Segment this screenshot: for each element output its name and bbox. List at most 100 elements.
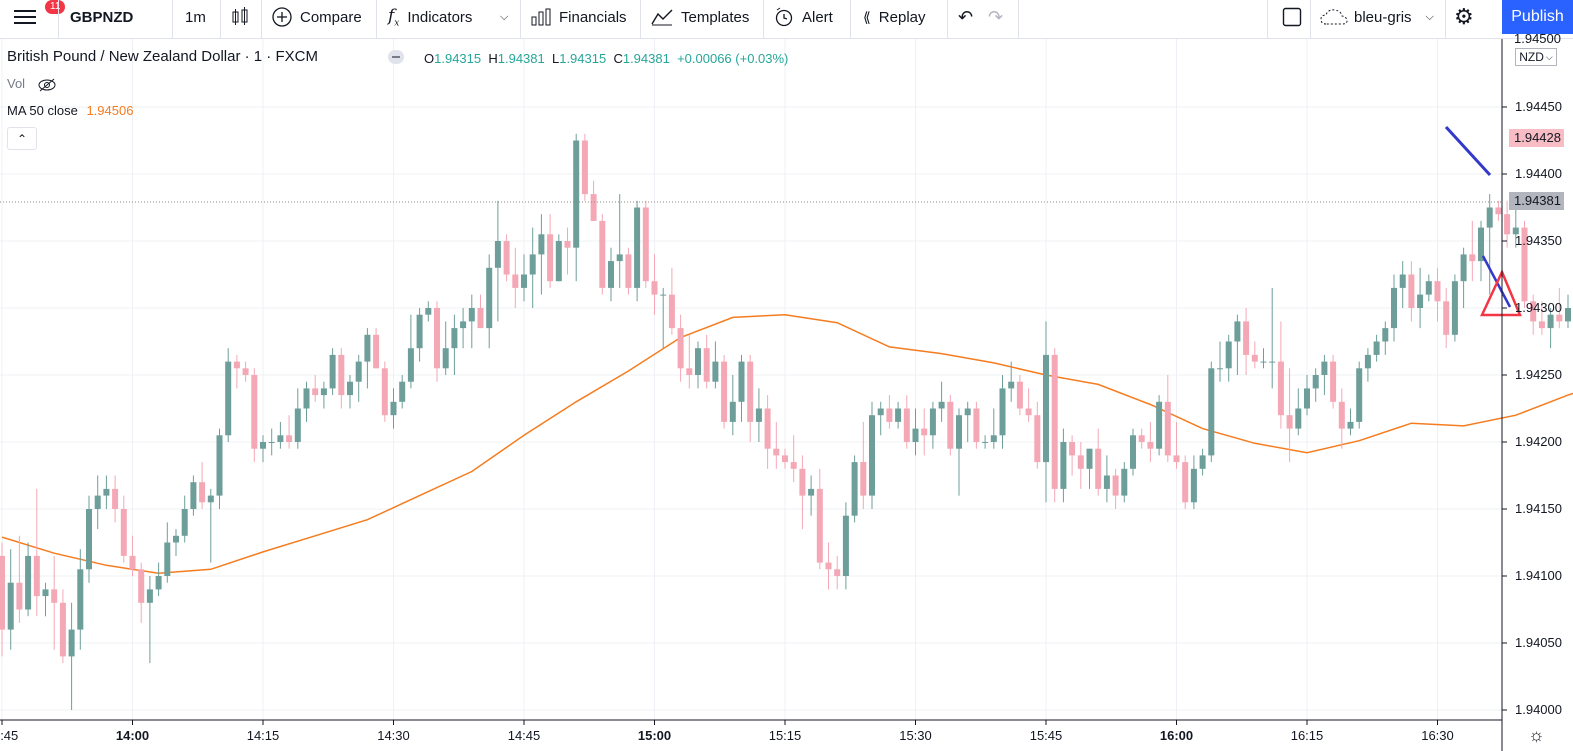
candle: [381, 361, 388, 422]
replay-label: Replay: [878, 8, 926, 26]
candle: [94, 475, 101, 530]
price-tick-label: 1.94400: [1515, 166, 1562, 181]
candle-body: [1356, 368, 1363, 422]
candle: [1121, 462, 1128, 503]
candle: [442, 321, 449, 375]
candle: [1069, 435, 1076, 476]
moving-average-layer: [1, 313, 1573, 575]
candle: [1469, 220, 1476, 282]
candle: [529, 227, 536, 308]
candle: [181, 495, 188, 543]
interval-button[interactable]: 1m: [185, 8, 206, 26]
candle: [268, 428, 275, 456]
candle: [695, 341, 701, 389]
settings-button[interactable]: ⚙: [1454, 0, 1474, 34]
currency-label: NZD: [1519, 50, 1544, 64]
candle: [1399, 261, 1406, 308]
candle-body: [764, 408, 771, 449]
candle-body: [1469, 254, 1476, 262]
candle: [1156, 395, 1163, 456]
candle-body: [799, 468, 806, 496]
candle-body: [1103, 475, 1110, 489]
compare-button[interactable]: Compare: [272, 0, 362, 34]
candle: [1382, 321, 1389, 355]
candle-body: [912, 428, 919, 442]
candle: [451, 314, 458, 375]
candle: [277, 421, 284, 449]
symbol-search-button[interactable]: GBPNZD: [70, 8, 134, 26]
candle: [651, 254, 658, 315]
candle-body: [1512, 227, 1519, 235]
candle: [486, 254, 493, 349]
candle-body: [1086, 448, 1093, 469]
gear-icon: ☼: [1528, 725, 1545, 745]
eye-hidden-icon[interactable]: [37, 76, 57, 91]
candle-body: [277, 435, 284, 442]
candle: [68, 602, 75, 710]
candle-body: [616, 254, 623, 262]
candle: [947, 395, 954, 456]
candle: [1538, 301, 1545, 335]
redo-button[interactable]: ↷: [988, 0, 1003, 34]
candle: [390, 388, 397, 429]
candle: [686, 334, 693, 389]
time-tick-label: 13:45: [0, 728, 18, 743]
chart-grid: [0, 38, 1502, 720]
candle-body: [712, 361, 719, 382]
menu-button[interactable]: 11: [14, 0, 66, 34]
candle-body: [1565, 308, 1571, 322]
candle: [1304, 375, 1310, 416]
candle-body: [599, 220, 606, 288]
candle-body: [199, 482, 206, 503]
candle-body: [825, 562, 832, 570]
fullscreen-button[interactable]: [1282, 0, 1302, 34]
candle-body: [120, 509, 127, 556]
chart-style-button[interactable]: [230, 0, 250, 34]
candle-body: [903, 408, 910, 442]
candle: [599, 214, 606, 295]
candle: [912, 408, 919, 456]
candle-body: [477, 308, 484, 329]
candle: [503, 234, 510, 282]
currency-button[interactable]: NZD ⌵: [1515, 48, 1557, 66]
candle-body: [25, 555, 32, 610]
indicators-dropdown[interactable]: ⌵: [500, 0, 508, 34]
candle-body: [538, 234, 545, 255]
candle-body: [173, 535, 179, 543]
indicators-button[interactable]: fx Indicators: [388, 0, 472, 34]
price-axis-ticks[interactable]: 1.94450 1.94400 1.94350 1.94300 1.94250 1.942…: [1502, 99, 1562, 717]
financials-button[interactable]: Financials: [531, 0, 627, 34]
triangle-drawing[interactable]: [1480, 268, 1522, 317]
candle: [712, 341, 719, 389]
chevron-up-icon: ⌃: [16, 131, 28, 146]
candle-body: [268, 442, 275, 443]
volume-legend[interactable]: Vol: [7, 76, 57, 92]
layout-button[interactable]: bleu-gris ⌵: [1320, 0, 1434, 34]
candle-body: [1225, 341, 1232, 369]
publish-button[interactable]: Publish: [1502, 0, 1573, 34]
candle-body: [860, 462, 867, 496]
price-tick-label: 1.94100: [1515, 568, 1562, 583]
candle: [729, 375, 736, 436]
candle: [782, 448, 788, 469]
alert-button[interactable]: Alert: [774, 0, 833, 34]
chart-settings-button[interactable]: ☼: [1528, 725, 1545, 746]
ma-legend[interactable]: MA 50 close 1.94506: [7, 103, 133, 118]
templates-button[interactable]: Templates: [651, 0, 749, 34]
collapse-legend-button[interactable]: ⌃: [7, 127, 37, 150]
candlestick-series: [0, 133, 1571, 710]
candle: [738, 354, 745, 422]
candle: [103, 475, 110, 509]
candle: [155, 562, 162, 597]
candle-body: [1399, 274, 1406, 288]
candle-body: [1495, 207, 1502, 215]
replay-button[interactable]: ⟪ Replay: [863, 0, 926, 34]
trend-line-drawing[interactable]: [1444, 125, 1492, 177]
undo-button[interactable]: ↶: [958, 0, 973, 34]
candle: [251, 368, 258, 463]
time-axis-ticks[interactable]: 13:45 14:00 14:15 14:30 14:45 15:00 15:15 15:30…: [0, 720, 1454, 743]
candle: [1251, 341, 1258, 369]
open-value: 1.94315: [434, 51, 482, 66]
candle: [1182, 455, 1189, 509]
